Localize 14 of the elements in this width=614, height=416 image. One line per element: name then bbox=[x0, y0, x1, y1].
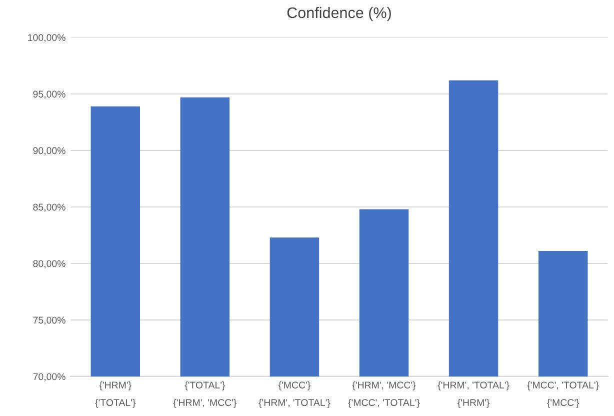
chart-title: Confidence (%) bbox=[287, 6, 391, 22]
y-tick-label: 75,00% bbox=[33, 316, 66, 325]
y-tick-label: 90,00% bbox=[33, 147, 66, 156]
x-tick-label: {'HRM', 'MCC'} {'MCC', 'TOTAL'} bbox=[348, 381, 420, 408]
x-tick-label: {'TOTAL'} {'HRM', 'MCC'} bbox=[173, 381, 237, 408]
x-tick-label: {'MCC'} {'HRM', 'TOTAL'} bbox=[258, 381, 330, 408]
x-tick-label: {'MCC', 'TOTAL'} {'MCC'} bbox=[527, 381, 599, 408]
y-tick-label: 100,00% bbox=[28, 34, 66, 42]
y-tick-label: 70,00% bbox=[33, 373, 66, 382]
y-tick-label: 80,00% bbox=[33, 260, 66, 268]
x-tick-label: {'HRM'} {'TOTAL'} bbox=[95, 381, 136, 408]
y-tick-label: 95,00% bbox=[33, 90, 66, 99]
y-tick-label: 85,00% bbox=[33, 204, 66, 212]
x-tick-label: {'HRM', 'TOTAL'} {'HRM'} bbox=[438, 381, 510, 408]
